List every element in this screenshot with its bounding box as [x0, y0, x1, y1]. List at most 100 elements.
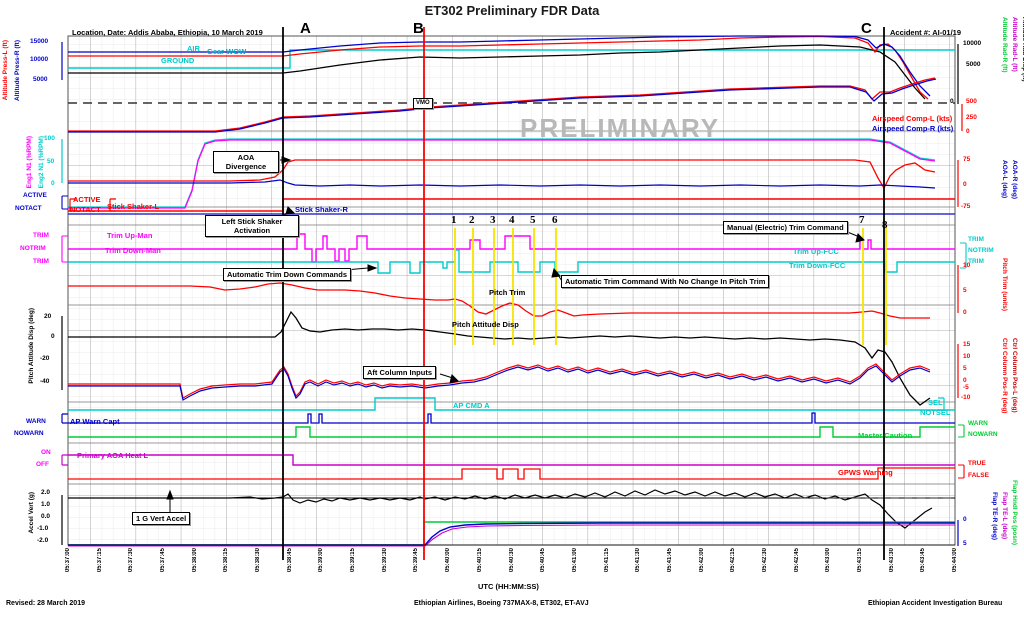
series-ap-warn-capt [61, 412, 955, 424]
ytick-rad-10000: 10000 [963, 40, 982, 47]
event-marker-label-c: C [861, 20, 872, 37]
ytick-aoa-75: 75 [963, 156, 971, 163]
axis-title-pitch-attitude-disp: Pitch Attitude Disp (deg) [28, 308, 35, 384]
right-axis-spines [957, 44, 963, 546]
x-axis-tick: 05:38:30 [255, 548, 262, 573]
axis-title-flap-te-l: Flap TE-L (deg) [1001, 492, 1008, 540]
ytick-alt-5000: 5000 [33, 76, 48, 83]
axis-title-altitude-rad-r: Altitude Rad-R (ft) [1001, 17, 1008, 73]
callout-left-stick-shaker-line2: Activation [233, 226, 271, 235]
ytick-accel-2: 2.0 [41, 489, 51, 496]
axis-title-altitude-press-l: Altitude Press-L (ft) [2, 40, 9, 101]
event-marker-label-b: B [413, 20, 424, 37]
label-airspeed-comp-l: Airspeed Comp-L (kts) [872, 114, 953, 123]
axis-brackets [61, 195, 967, 479]
label-gpws-warning: GPWS Warning [838, 468, 893, 477]
callout-vmo: VMO [413, 98, 433, 109]
ytick-ptrim-10: 10 [963, 262, 971, 269]
series-ap-cmd-a [68, 397, 955, 411]
label-ap-warn-capt: AP Warn Capt [70, 417, 120, 426]
ytick-shaker-notact: NOTACT [15, 205, 42, 212]
callout-auto-trim-no-change: Automatic Trim Command With No Change In… [561, 275, 770, 288]
trim-marker-4: 4 [509, 214, 515, 226]
trim-marker-8: 8 [882, 219, 888, 231]
x-axis-tick: 05:37:45 [160, 548, 167, 573]
label-notact: NOTACT [70, 205, 101, 214]
ytick-pitch-m20: -20 [40, 355, 50, 362]
x-axis-tick: 05:42:15 [730, 548, 737, 573]
ytick-n1-50: 50 [47, 158, 55, 165]
ytick-airspeed-250: 250 [966, 114, 977, 121]
ytick-ptrim-5: 5 [963, 287, 967, 294]
ytick-gpws-true: TRUE [968, 460, 986, 467]
x-axis-tick: 05:41:00 [571, 548, 578, 573]
label-ground: GROUND [161, 56, 195, 65]
callout-manual-electric-trim: Manual (Electric) Trim Command [723, 221, 848, 234]
trim-marker-2: 2 [469, 214, 475, 226]
ytick-right-nowarn: NOWARN [968, 431, 998, 438]
x-axis-tick: 05:43:30 [888, 548, 895, 573]
axis-title-ctrl-column-pos-l: Ctrl Column Pos-L (deg) [1011, 338, 1018, 413]
label-trim-down-fcc: Trim Down-FCC [789, 261, 846, 270]
x-axis-tick: 05:41:15 [603, 548, 610, 573]
trim-marker-6: 6 [552, 214, 558, 226]
callout-left-stick-shaker: Left Stick Shaker Activation [205, 215, 299, 237]
label-stick-shaker-l: Stick Shaker-L [107, 202, 160, 211]
label-pitch-attitude-disp: Pitch Attitude Disp [452, 320, 519, 329]
axis-title-eng1-n1: Eng1 N1 (%RPM) [26, 136, 33, 189]
ytick-trim-2: TRIM [33, 258, 49, 265]
ytick-accel-0: 0.0 [41, 513, 51, 520]
x-axis-tick: 05:40:45 [540, 548, 547, 573]
ytick-col-15: 15 [963, 341, 971, 348]
accident-number-label: Accident #: AI-01/19 [890, 28, 961, 37]
series-eng1-n1 [68, 139, 936, 209]
ytick-alt-15000: 15000 [30, 38, 49, 45]
x-axis-tick: 05:40:30 [508, 548, 515, 573]
ytick-ptrim-0: 0 [963, 309, 967, 316]
ytick-airspeed-0: 0 [966, 128, 970, 135]
x-axis-tick: 05:41:30 [635, 548, 642, 573]
location-date-label: Location, Date: Addis Ababa, Ethiopia, 1… [72, 28, 263, 37]
series-altitude-press-r [68, 35, 931, 97]
trim-marker-7: 7 [859, 214, 865, 226]
label-sel: SEL [928, 398, 943, 407]
series-altitude-rad-disp [68, 44, 926, 100]
trim-marker-3: 3 [490, 214, 496, 226]
ytick-airspeed-500: 500 [966, 98, 977, 105]
series-gear-wow [68, 49, 955, 69]
series-gpws-warning [68, 467, 955, 480]
series-trim-fcc [68, 249, 955, 274]
axis-title-altitude-press-r: Altitude Press-R (ft) [14, 40, 21, 102]
ytick-col-m5: -5 [963, 384, 969, 391]
ytick-n1-0: 0 [51, 180, 55, 187]
x-axis-tick-labels: 05:37:00 05:37:15 05:37:30 05:37:45 05:38:00… [0, 548, 1024, 584]
ytick-off: OFF [36, 461, 49, 468]
label-primary-aoa-heat-l: Primary AOA Heat L [77, 451, 149, 460]
label-trim-up-man: Trim Up-Man [107, 231, 153, 240]
x-axis-tick: 05:38:45 [286, 548, 293, 573]
axis-title-eng2-n1: Eng2 N1 (%RPM) [38, 136, 45, 189]
series-primary-aoa-heat-l [61, 454, 955, 466]
x-axis-tick: 05:39:15 [350, 548, 357, 573]
trim-marker-1: 1 [451, 214, 457, 226]
axis-title-accel-vert: Accel Vert (g) [28, 492, 35, 534]
label-active: ACTIVE [73, 195, 101, 204]
ytick-pitch-m40: -40 [40, 378, 50, 385]
ytick-rad-0: 0 [950, 98, 954, 105]
callout-aoa-divergence-line2: Divergence [225, 162, 267, 171]
ytick-aoa-0: 0 [963, 181, 967, 188]
x-axis-tick: 05:42:00 [698, 548, 705, 573]
x-axis-tick: 05:43:00 [825, 548, 832, 573]
x-axis-tick: 05:42:30 [761, 548, 768, 573]
series-flap-te-r [68, 522, 955, 546]
ytick-flap-0: 0 [963, 516, 967, 523]
x-axis-tick: 05:43:45 [920, 548, 927, 573]
ytick-col-10: 10 [963, 353, 971, 360]
ytick-rad-5000: 5000 [966, 61, 981, 68]
series-aoa-l [68, 179, 936, 189]
x-axis-tick: 05:38:00 [191, 548, 198, 573]
series-flap-te-l [68, 524, 955, 547]
ytick-col-5: 5 [963, 365, 967, 372]
x-axis-tick: 05:37:00 [65, 548, 71, 573]
ytick-aoa-m75: -75 [961, 203, 971, 210]
